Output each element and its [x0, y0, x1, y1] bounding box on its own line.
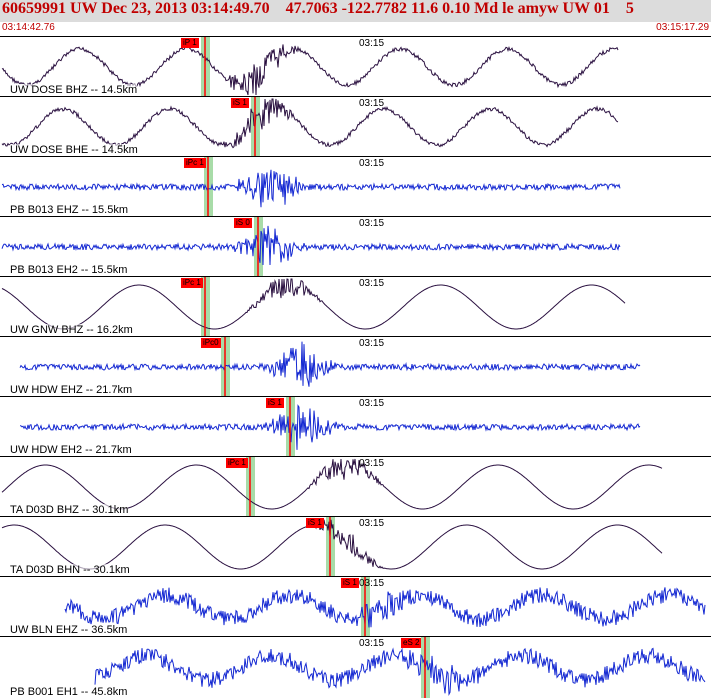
- trace-panel[interactable]: 03:15 iPc 1 UW GNW BHZ -- 16.2km: [0, 276, 711, 337]
- channel-label: PB B013 EH2 -- 15.5km: [10, 264, 128, 276]
- waveform-trace: [64, 587, 706, 628]
- phase-pick-flag[interactable]: iS 1: [341, 578, 359, 588]
- waveform-trace: [1, 519, 663, 570]
- waveform-trace: [1, 98, 619, 149]
- trace-panel[interactable]: 03:15 iPc0 UW HDW EHZ -- 21.7km: [0, 336, 711, 397]
- time-tick-label: 03:15: [359, 398, 385, 409]
- event-header: 60659991 UW Dec 23, 2013 03:14:49.70 47.…: [0, 0, 711, 22]
- trace-panel[interactable]: 03:15 iP 1 UW DOSE BHZ -- 14.5km: [0, 36, 711, 97]
- trace-panel[interactable]: 03:15 iS 1 TA D03D BHN -- 30.1km: [0, 516, 711, 577]
- channel-label: PB B001 EH1 -- 45.8km: [10, 686, 128, 698]
- time-tick-label: 03:15: [359, 218, 385, 229]
- channel-label: UW DOSE BHE -- 14.5km: [10, 144, 138, 156]
- phase-pick-flag[interactable]: iPc 1: [181, 278, 203, 288]
- time-tick-label: 03:15: [359, 458, 385, 469]
- channel-label: UW HDW EHZ -- 21.7km: [10, 384, 133, 396]
- phase-pick-flag[interactable]: iP 1: [181, 38, 199, 48]
- phase-pick-flag[interactable]: iS 1: [266, 398, 284, 408]
- waveform-plot: [1, 217, 621, 277]
- waveform-plot: [1, 37, 619, 97]
- phase-pick-flag[interactable]: iPc0: [201, 338, 221, 348]
- time-tick-label: 03:15: [359, 278, 385, 289]
- time-tick-label: 03:15: [359, 38, 385, 49]
- waveform-trace: [1, 225, 621, 266]
- channel-label: UW BLN EHZ -- 36.5km: [10, 624, 128, 636]
- waveform-trace: [19, 341, 641, 387]
- waveform-trace: [1, 278, 626, 330]
- phase-pick-flag[interactable]: iS 1: [231, 98, 249, 108]
- start-time: 03:14:42.76: [2, 22, 55, 33]
- waveform-trace: [1, 44, 619, 96]
- waveform-trace: [1, 458, 663, 510]
- waveform-plot: [1, 97, 619, 157]
- waveform-plot: [1, 517, 663, 577]
- waveform-plot: [94, 637, 706, 698]
- phase-pick-flag[interactable]: iS 1: [306, 518, 324, 528]
- waveform-plot: [19, 397, 641, 457]
- phase-pick-flag[interactable]: iPc 1: [226, 458, 248, 468]
- trace-panel[interactable]: 03:15 iS 0 PB B013 EH2 -- 15.5km: [0, 216, 711, 277]
- waveform-trace: [94, 647, 706, 697]
- end-time: 03:15:17.29: [656, 22, 709, 33]
- waveform-plot: [1, 157, 621, 217]
- phase-pick-flag[interactable]: iPc 1: [184, 158, 206, 168]
- waveform-trace: [19, 404, 641, 450]
- channel-label: UW GNW BHZ -- 16.2km: [10, 324, 133, 336]
- phase-pick-flag[interactable]: eS 2: [401, 638, 422, 648]
- waveform-trace: [1, 169, 621, 208]
- event-title: 60659991 UW Dec 23, 2013 03:14:49.70 47.…: [2, 0, 634, 17]
- waveform-plot: [19, 337, 641, 397]
- trace-panel[interactable]: 03:15 iPc 1 PB B013 EHZ -- 15.5km: [0, 156, 711, 217]
- time-tick-label: 03:15: [359, 338, 385, 349]
- time-tick-label: 03:15: [359, 638, 385, 649]
- trace-panel[interactable]: 03:15 iS 1 UW HDW EH2 -- 21.7km: [0, 396, 711, 457]
- trace-panel[interactable]: 03:15 iS 1 UW BLN EHZ -- 36.5km: [0, 576, 711, 637]
- channel-label: UW DOSE BHZ -- 14.5km: [10, 84, 138, 96]
- waveform-plot: [1, 277, 626, 337]
- trace-panel[interactable]: 03:15 iS 1 UW DOSE BHE -- 14.5km: [0, 96, 711, 157]
- channel-label: TA D03D BHZ -- 30.1km: [10, 504, 129, 516]
- time-tick-label: 03:15: [359, 578, 385, 589]
- time-tick-label: 03:15: [359, 98, 385, 109]
- trace-panel[interactable]: 03:15 eS 2 PB B001 EH1 -- 45.8km: [0, 636, 711, 698]
- waveform-plot: [64, 577, 706, 637]
- trace-panel[interactable]: 03:15 iPc 1 TA D03D BHZ -- 30.1km: [0, 456, 711, 517]
- time-tick-label: 03:15: [359, 158, 385, 169]
- phase-pick-flag[interactable]: iS 0: [234, 218, 252, 228]
- channel-label: UW HDW EH2 -- 21.7km: [10, 444, 132, 456]
- channel-label: TA D03D BHN -- 30.1km: [10, 564, 130, 576]
- time-tick-label: 03:15: [359, 518, 385, 529]
- channel-label: PB B013 EHZ -- 15.5km: [10, 204, 128, 216]
